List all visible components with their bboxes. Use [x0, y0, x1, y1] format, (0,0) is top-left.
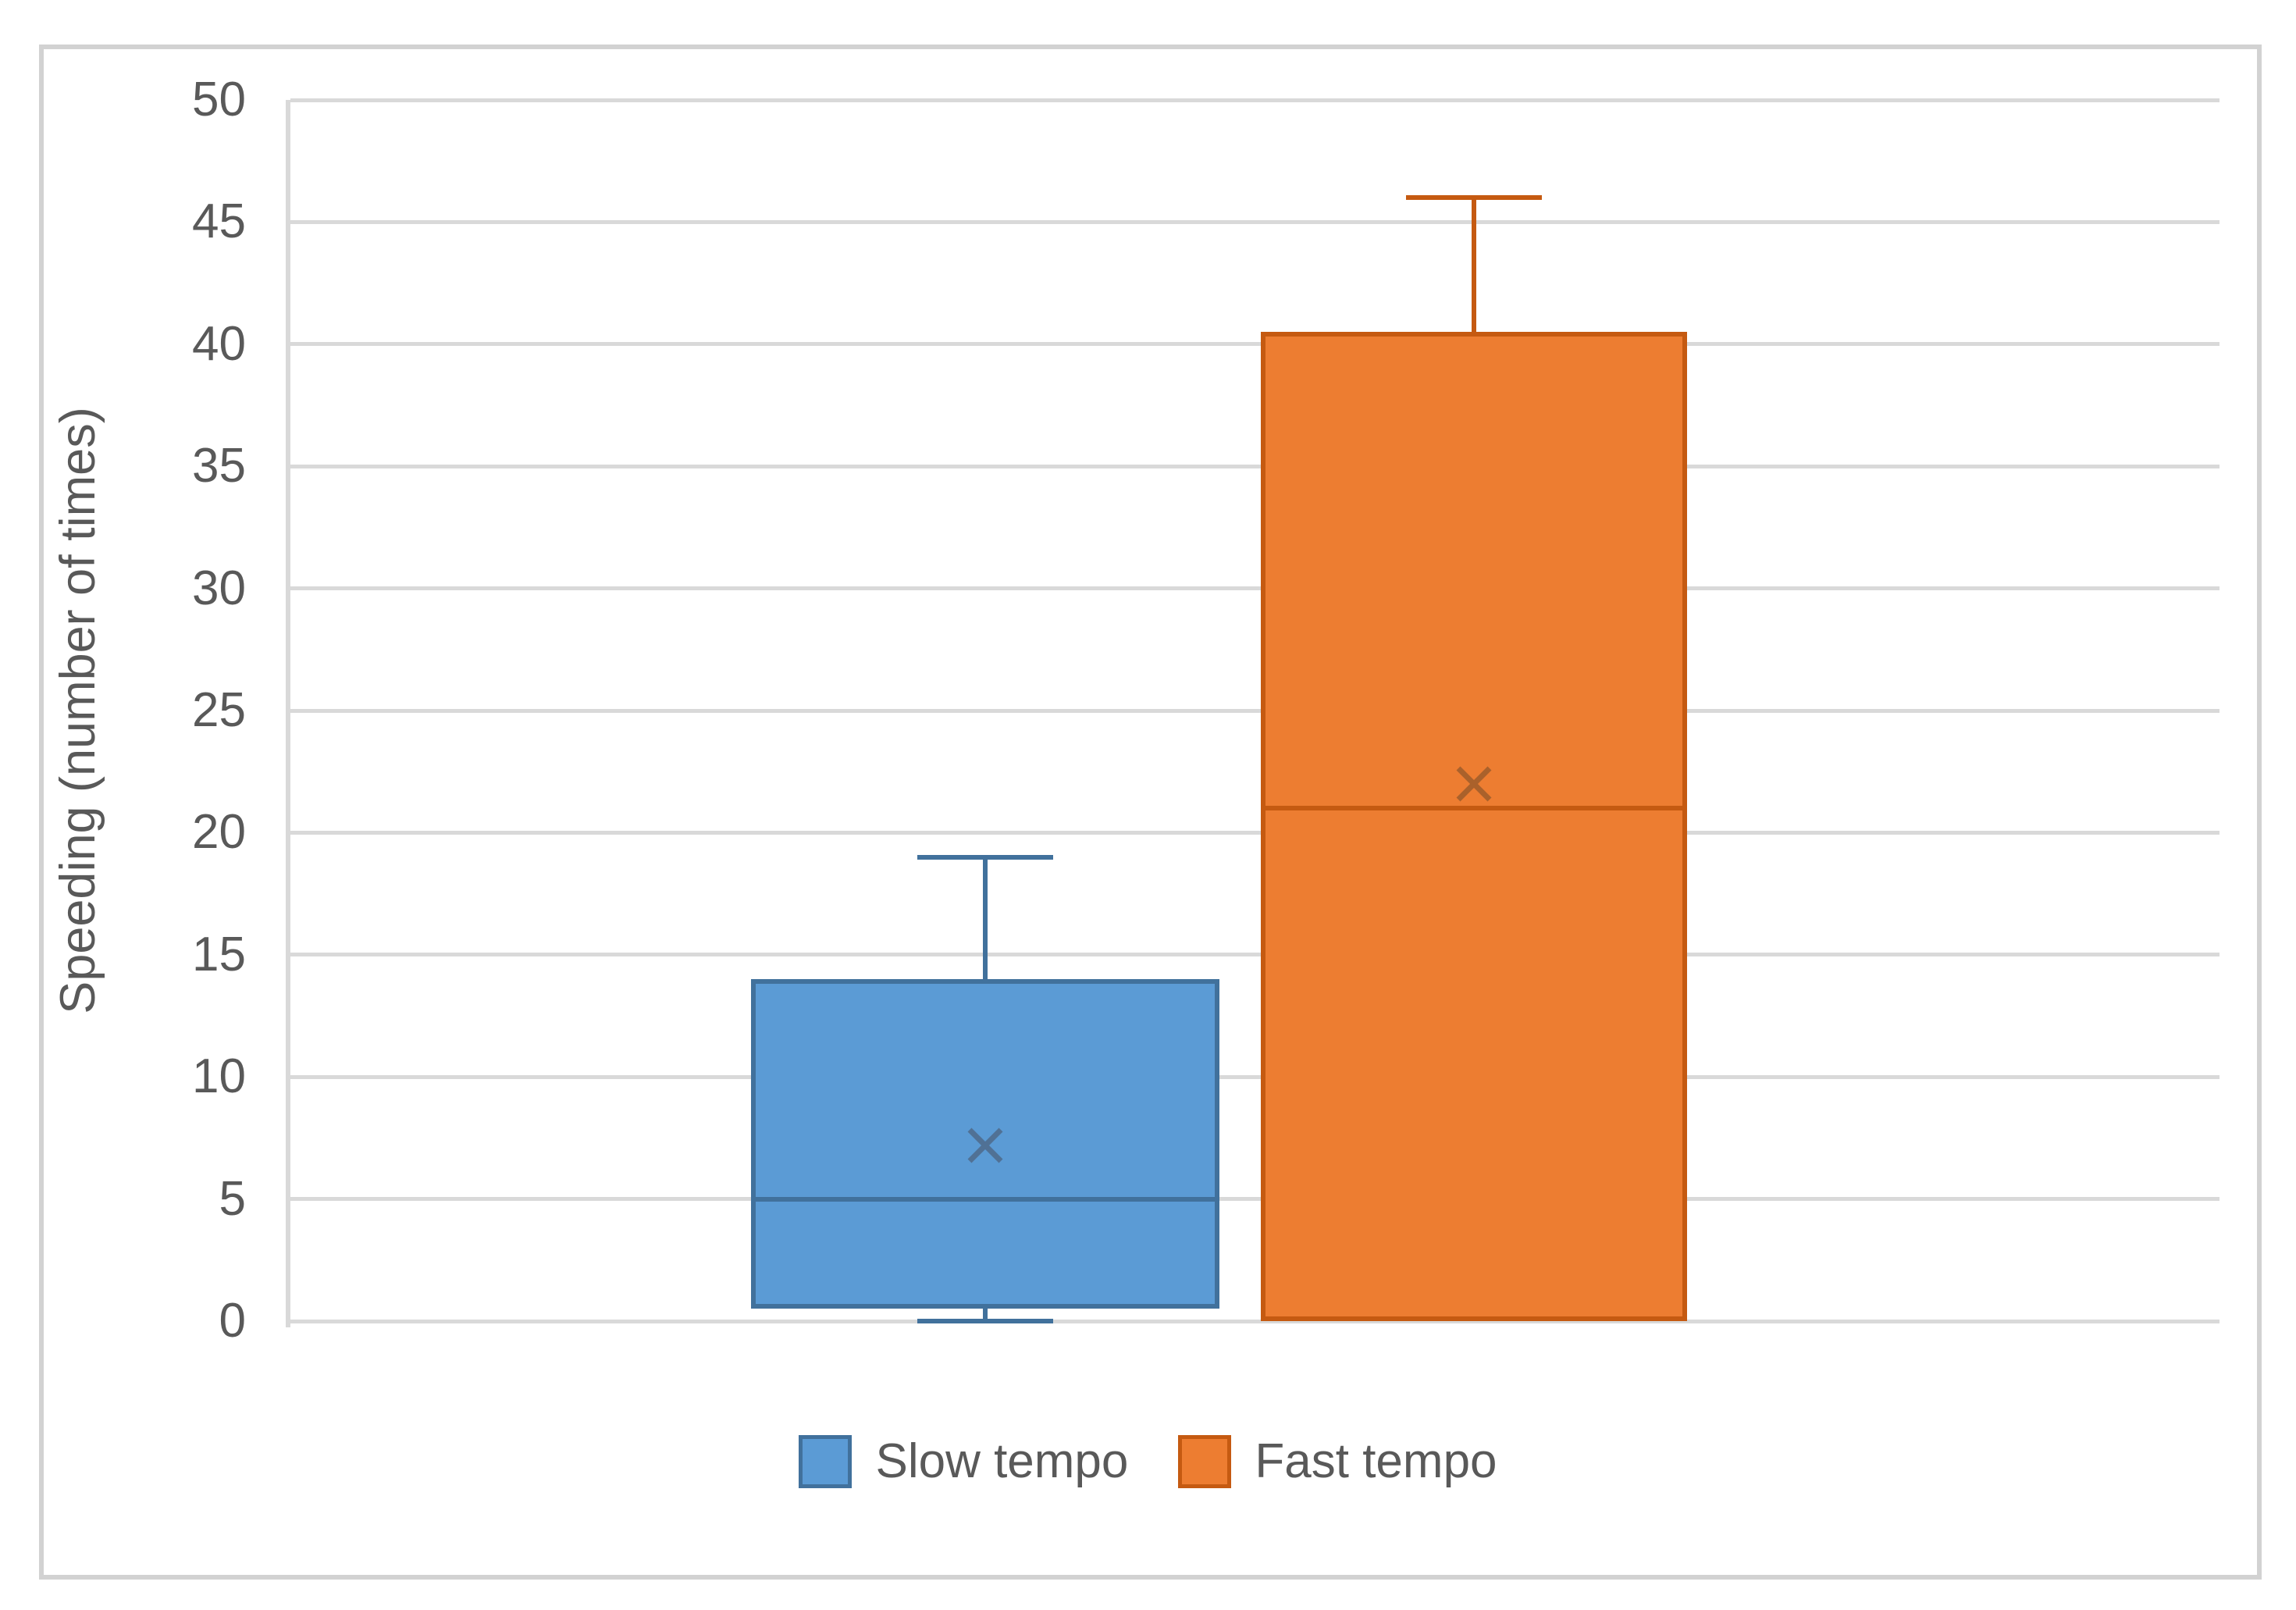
gridline-15 [290, 953, 2219, 957]
whisker-upper-line-slow-tempo [983, 857, 988, 980]
legend-item-fast-tempo: Fast tempo [1178, 1434, 1497, 1489]
y-tick-label-15: 15 [192, 927, 246, 981]
legend-label-fast-tempo: Fast tempo [1255, 1434, 1497, 1488]
y-tick-label-10: 10 [192, 1049, 246, 1104]
y-tick-label-25: 25 [192, 683, 246, 737]
y-tick-label-35: 35 [192, 439, 246, 493]
mean-marker-slow-tempo [963, 1124, 1007, 1167]
y-axis-title: Speeding (number of times) [51, 407, 105, 1014]
legend: Slow tempo Fast tempo [0, 1434, 2296, 1489]
gridline-5 [290, 1197, 2219, 1202]
gridline-0 [290, 1319, 2219, 1323]
gridline-35 [290, 464, 2219, 468]
box-fast-tempo [1261, 332, 1687, 1321]
gridline-20 [290, 830, 2219, 835]
y-tick-label-20: 20 [192, 805, 246, 860]
y-tick-label-50: 50 [192, 73, 246, 126]
whisker-upper-cap-slow-tempo [917, 854, 1053, 860]
y-tick-label-30: 30 [192, 561, 246, 615]
whisker-upper-cap-fast-tempo [1406, 195, 1542, 201]
gridline-25 [290, 708, 2219, 713]
y-tick-label-5: 5 [219, 1171, 246, 1226]
whisker-upper-line-fast-tempo [1472, 198, 1476, 333]
gridline-10 [290, 1074, 2219, 1079]
chart-outer-frame [39, 45, 2262, 1580]
mean-x-icon [1456, 766, 1492, 802]
mean-x-icon [967, 1127, 1003, 1163]
gridline-45 [290, 219, 2219, 224]
gridline-50 [290, 98, 2219, 102]
gridline-40 [290, 342, 2219, 347]
gridline-30 [290, 586, 2219, 591]
legend-item-slow-tempo: Slow tempo [799, 1434, 1128, 1489]
whisker-lower-line-slow-tempo [983, 1309, 988, 1321]
mean-marker-fast-tempo [1452, 762, 1496, 806]
y-tick-label-40: 40 [192, 316, 246, 371]
plot-area-left-border [286, 100, 290, 1327]
legend-swatch-fast-tempo [1178, 1434, 1232, 1488]
whisker-lower-cap-slow-tempo [917, 1319, 1053, 1323]
y-tick-label-45: 45 [192, 194, 246, 249]
median-line-fast-tempo [1261, 806, 1687, 811]
y-tick-label-0: 0 [219, 1294, 246, 1348]
legend-swatch-slow-tempo [799, 1434, 853, 1488]
median-line-slow-tempo [751, 1196, 1219, 1202]
legend-label-slow-tempo: Slow tempo [875, 1434, 1129, 1488]
